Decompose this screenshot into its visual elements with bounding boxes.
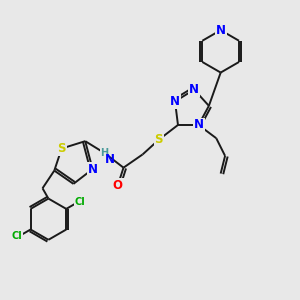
Text: N: N [194, 118, 204, 131]
Text: O: O [112, 179, 123, 192]
Text: N: N [88, 163, 98, 176]
Text: Cl: Cl [11, 231, 22, 241]
Text: N: N [216, 24, 226, 37]
Text: N: N [189, 83, 199, 96]
Text: H: H [100, 148, 108, 158]
Text: N: N [105, 153, 115, 166]
Text: Cl: Cl [75, 197, 86, 207]
Text: S: S [154, 133, 163, 146]
Text: S: S [57, 142, 66, 155]
Text: N: N [170, 95, 180, 108]
